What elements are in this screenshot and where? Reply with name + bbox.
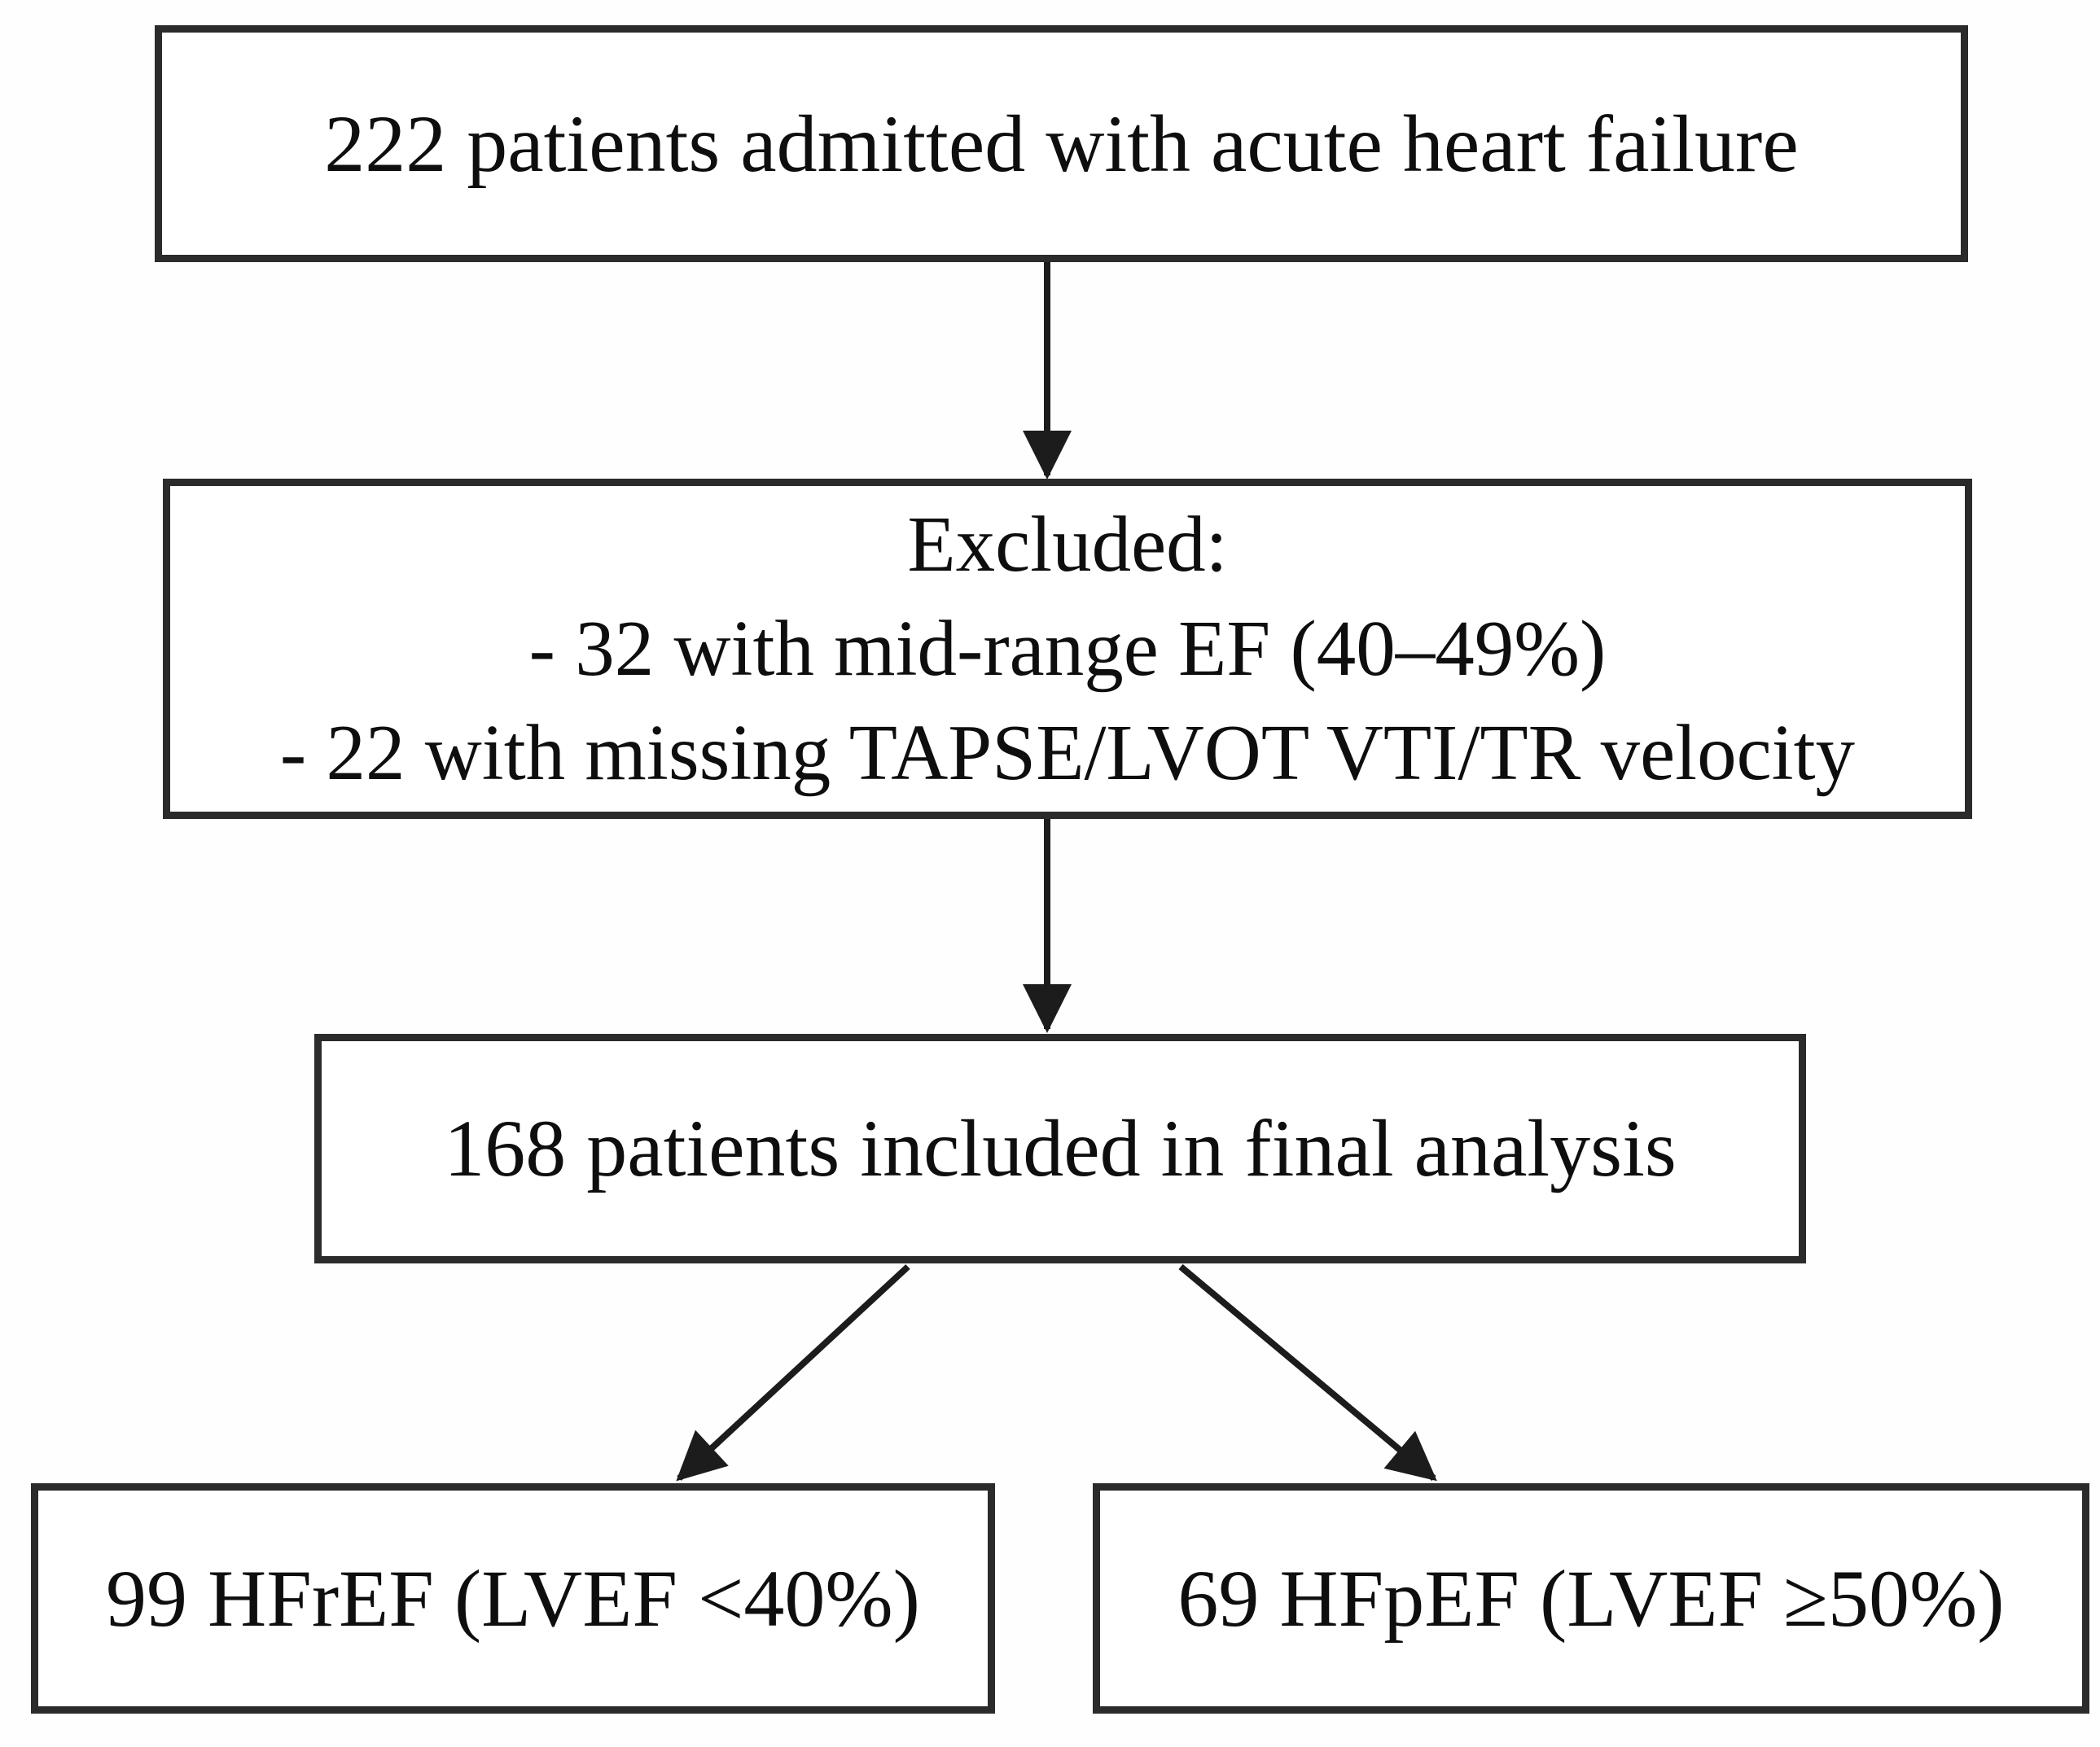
excluded-item-midrange-ef: - 32 with mid-range EF (40–49%) xyxy=(528,604,1607,692)
arrow-included-to-hfref xyxy=(676,1264,910,1482)
hfref-label: 99 HFrEF (LVEF <40%) xyxy=(106,1552,920,1644)
flow-box-excluded: Excluded: - 32 with mid-range EF (40–49%… xyxy=(163,479,1972,819)
excluded-title: Excluded: xyxy=(907,500,1228,588)
admitted-label: 222 patients admitted with acute heart f… xyxy=(324,98,1799,189)
excluded-item-missing-measures: - 22 with missing TAPSE/LVOT VTI/TR velo… xyxy=(279,709,1856,797)
flow-box-hfref: 99 HFrEF (LVEF <40%) xyxy=(31,1483,995,1714)
flow-box-admitted: 222 patients admitted with acute heart f… xyxy=(155,25,1968,262)
hfpef-label: 69 HFpEF (LVEF ≥50%) xyxy=(1177,1552,2005,1644)
flow-box-hfpef: 69 HFpEF (LVEF ≥50%) xyxy=(1093,1483,2089,1714)
arrow-included-to-hfpef xyxy=(1178,1263,1437,1482)
included-label: 168 patients included in final analysis xyxy=(444,1103,1677,1193)
flow-box-included: 168 patients included in final analysis xyxy=(314,1034,1806,1263)
